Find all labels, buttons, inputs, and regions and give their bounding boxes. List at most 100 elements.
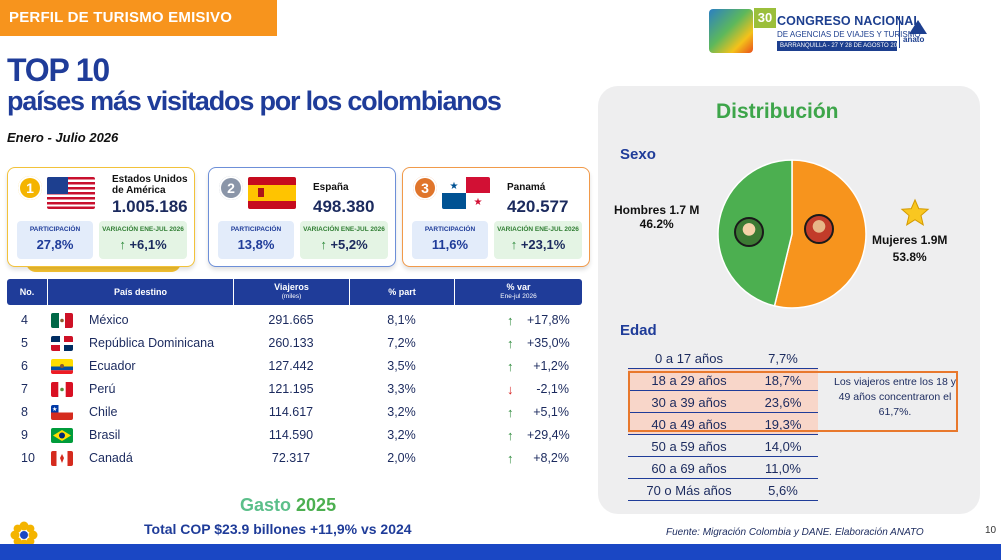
participation-value: 11,6%	[431, 237, 469, 252]
variation-label: VARIACIÓN ENE-JUL 2026	[303, 226, 385, 233]
variation-value: +6,1%	[129, 237, 167, 252]
countries-table: No. País destino Viajeros (miles) % part…	[7, 279, 582, 470]
row-part: 8,1%	[387, 313, 416, 327]
ecuador-flag-icon	[51, 359, 73, 374]
age-range: 70 o Más años	[646, 483, 732, 498]
country-travelers: 420.577	[507, 197, 569, 216]
arrow-up-icon: ↑	[507, 313, 514, 328]
row-var: +29,4%	[527, 428, 570, 442]
row-rank: 4	[21, 313, 28, 327]
row-part: 3,2%	[387, 405, 416, 419]
participation-label: PARTICIPACIÓN	[424, 226, 476, 233]
row-travelers: 127.442	[268, 359, 314, 373]
row-country: Ecuador	[89, 359, 136, 373]
women-count: Mujeres 1.9M	[872, 233, 948, 247]
svg-text:★: ★	[474, 197, 483, 208]
row-rank: 6	[21, 359, 28, 373]
variation-box: VARIACIÓN ENE-JUL 2026 ↑ +23,1%	[494, 221, 582, 259]
variation-label: VARIACIÓN ENE-JUL 2026	[102, 226, 184, 233]
col-part: % part	[349, 279, 454, 305]
col-var: % var Ene-jul 2026	[454, 279, 582, 305]
peru-flag-icon	[51, 382, 73, 397]
age-percent: 23,6%	[764, 395, 802, 410]
medal-bronze-icon: 3	[413, 176, 437, 200]
table-row: 9 Brasil 114.590 3,2% ↑ +29,4%	[7, 424, 582, 447]
anato-icon	[909, 20, 927, 34]
country-travelers: 498.380	[313, 197, 375, 216]
variation-box: VARIACIÓN ENE-JUL 2026 ↑ +6,1%	[99, 221, 187, 259]
arrow-up-icon: ↑	[507, 428, 514, 443]
logo-number: 30	[754, 8, 776, 28]
row-rank: 9	[21, 428, 28, 442]
country-travelers: 1.005.186	[112, 197, 188, 216]
svg-text:★: ★	[52, 406, 57, 413]
distribution-panel: Distribución Sexo Hombres 1.7 M 46.2% Mu…	[598, 86, 980, 514]
participation-value: 27,8%	[36, 237, 74, 252]
age-percent: 11,0%	[765, 461, 801, 476]
age-row-highlighted: 30 a 39 años 23,6%	[628, 391, 818, 413]
arrow-up-icon: ↑	[320, 237, 327, 252]
arrow-up-icon: ↑	[507, 405, 514, 420]
row-var: -2,1%	[536, 382, 569, 396]
svg-text:★: ★	[450, 181, 459, 192]
age-percent: 19,3%	[764, 417, 802, 432]
age-row: 0 a 17 años 7,7%	[628, 347, 818, 369]
arrow-down-icon: ↓	[507, 382, 514, 397]
woman-avatar-icon	[804, 214, 834, 244]
chile-flag-icon: ★	[51, 405, 73, 420]
men-percent: 46.2%	[639, 217, 674, 231]
row-var: +8,2%	[533, 451, 569, 465]
row-var: +5,1%	[533, 405, 569, 419]
variation-box: VARIACIÓN ENE-JUL 2026 ↑ +5,2%	[300, 221, 388, 259]
variation-value: +23,1%	[520, 237, 566, 252]
table-header: No. País destino Viajeros (miles) % part…	[7, 279, 582, 305]
age-percent: 18,7%	[764, 373, 802, 388]
age-highlight-frame	[628, 371, 958, 432]
page-subtitle: países más visitados por los colombianos	[7, 86, 502, 116]
country-name: España	[313, 182, 349, 193]
spending-title: Gasto 2025	[240, 495, 336, 516]
col-country: País destino	[47, 279, 233, 305]
section-banner: PERFIL DE TURISMO EMISIVO	[0, 0, 277, 36]
arrow-up-icon: ↑	[507, 336, 514, 351]
top-country-card-3: 3 ★ ★ Panamá 420.577 PARTICIPACIÓN 11,6%…	[402, 167, 590, 267]
row-country: Perú	[89, 382, 116, 396]
footer-bar	[0, 544, 1001, 560]
period-label: Enero - Julio 2026	[7, 130, 119, 145]
men-count: Hombres 1.7 M	[614, 203, 700, 217]
logo-line-1: CONGRESO NACIONAL	[777, 14, 922, 28]
col-var-label: % var	[506, 282, 531, 292]
age-percent: 5,6%	[768, 483, 798, 498]
usa-flag-icon	[47, 177, 95, 209]
top-country-card-1: 1 Estados Unidos de América 1.005.186 PA…	[7, 167, 195, 267]
banner-label: PERFIL DE TURISMO EMISIVO	[9, 9, 233, 26]
women-label: Mujeres 1.9M 53.8%	[872, 232, 947, 266]
table-row: 7 Perú 121.195 3,3% ↓ -2,1%	[7, 378, 582, 401]
star-icon	[900, 198, 930, 226]
col-var-period: Ene-jul 2026	[500, 293, 537, 300]
row-travelers: 291.665	[268, 313, 314, 327]
page-number: 10	[985, 525, 997, 536]
age-range: 0 a 17 años	[655, 351, 723, 366]
logo-line-2: DE AGENCIAS DE VIAJES Y TURISMO	[777, 30, 921, 39]
row-travelers: 260.133	[268, 336, 314, 350]
age-range: 30 a 39 años	[651, 395, 727, 410]
participation-label: PARTICIPACIÓN	[29, 226, 81, 233]
row-part: 7,2%	[387, 336, 416, 350]
age-note: Los viajeros entre los 18 y 49 años conc…	[834, 376, 956, 418]
age-range: 60 a 69 años	[651, 461, 727, 476]
medal-silver-icon: 2	[219, 176, 243, 200]
arrow-up-icon: ↑	[507, 359, 514, 374]
women-percent: 53.8%	[892, 250, 927, 264]
variation-label: VARIACIÓN ENE-JUL 2026	[497, 226, 579, 233]
logo-divider	[899, 16, 900, 48]
medal-gold-icon: 1	[18, 176, 42, 200]
row-rank: 8	[21, 405, 28, 419]
table-row: 8 ★ Chile 114.617 3,2% ↑ +5,1%	[7, 401, 582, 424]
row-travelers: 121.195	[268, 382, 314, 396]
col-travelers-label: Viajeros	[274, 282, 309, 292]
age-table: 0 a 17 años 7,7% 18 a 29 años 18,7% 30 a 3…	[628, 347, 818, 501]
row-travelers: 72.317	[271, 451, 311, 465]
spain-flag-icon	[248, 177, 296, 209]
row-rank: 7	[21, 382, 28, 396]
